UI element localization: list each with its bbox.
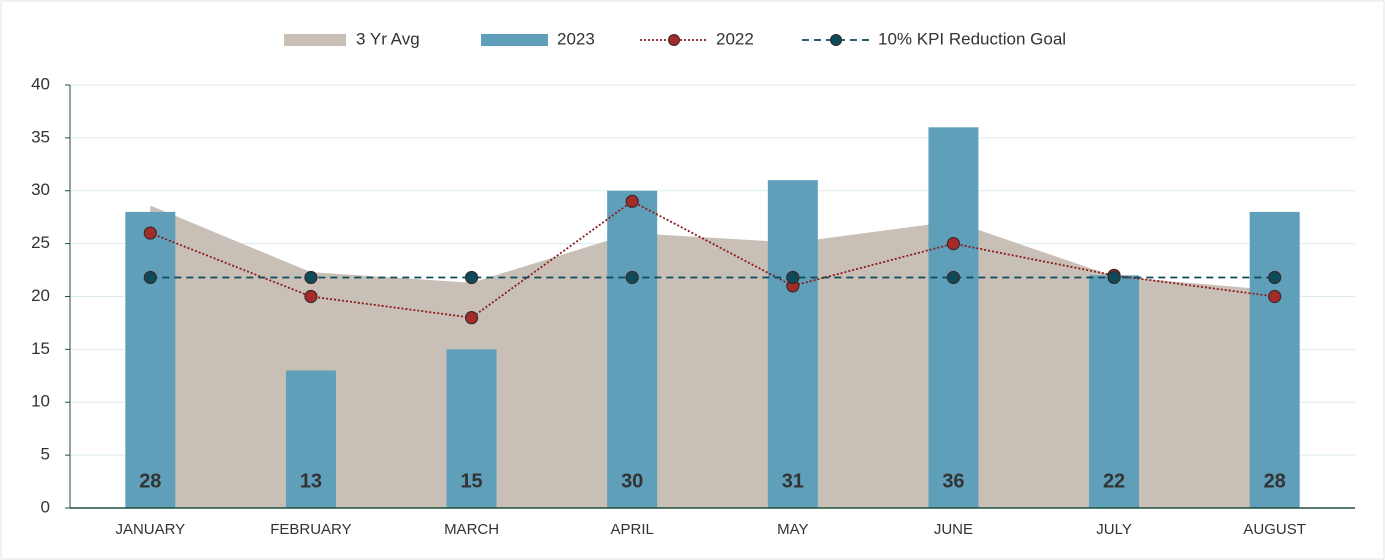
legend-marker bbox=[668, 34, 680, 46]
y-tick-label: 0 bbox=[41, 497, 50, 516]
legend-marker bbox=[830, 34, 842, 46]
legend-label: 10% KPI Reduction Goal bbox=[878, 29, 1066, 48]
legend-swatch bbox=[284, 34, 346, 46]
marker bbox=[946, 270, 961, 285]
y-tick-label: 5 bbox=[41, 445, 50, 464]
y-tick-label: 25 bbox=[31, 233, 50, 252]
y-tick-label: 10 bbox=[31, 392, 50, 411]
y-tick-label: 40 bbox=[31, 74, 50, 93]
data-label: 28 bbox=[139, 470, 161, 492]
data-label: 22 bbox=[1103, 470, 1125, 492]
area bbox=[150, 205, 1275, 508]
marker bbox=[625, 270, 639, 285]
marker bbox=[464, 311, 479, 325]
marker bbox=[625, 194, 639, 208]
bar bbox=[607, 190, 658, 508]
y-tick-label: 20 bbox=[31, 286, 50, 305]
y-tick-label: 15 bbox=[31, 339, 50, 358]
x-tick-label: FEBRUARY bbox=[270, 521, 351, 538]
bar bbox=[928, 127, 979, 509]
legend-label: 2022 bbox=[716, 29, 754, 48]
x-tick-label: APRIL bbox=[611, 521, 654, 538]
bar bbox=[1249, 211, 1300, 508]
bar bbox=[767, 180, 818, 509]
legend-label: 2023 bbox=[557, 29, 595, 48]
legend-swatch bbox=[481, 34, 548, 46]
x-tick-label: MAY bbox=[777, 521, 808, 538]
marker bbox=[1268, 270, 1282, 285]
marker bbox=[464, 270, 479, 285]
marker bbox=[1268, 289, 1282, 304]
bar bbox=[125, 211, 176, 508]
data-label: 36 bbox=[942, 470, 964, 492]
marker bbox=[143, 226, 157, 240]
line bbox=[149, 200, 1275, 319]
bar bbox=[1089, 275, 1140, 508]
legend-label: 3 Yr Avg bbox=[356, 29, 420, 48]
marker bbox=[946, 237, 961, 251]
x-tick-label: JULY bbox=[1096, 521, 1132, 538]
x-tick-label: MARCH bbox=[444, 521, 499, 538]
marker bbox=[304, 270, 318, 285]
marker bbox=[143, 270, 157, 285]
x-tick-label: JUNE bbox=[934, 521, 973, 538]
y-tick-label: 30 bbox=[31, 180, 50, 199]
bar bbox=[285, 370, 336, 508]
data-label: 31 bbox=[782, 470, 804, 492]
marker bbox=[1107, 270, 1121, 285]
data-label: 30 bbox=[621, 470, 643, 492]
bar bbox=[446, 349, 497, 508]
x-tick-label: AUGUST bbox=[1243, 521, 1306, 538]
x-tick-label: JANUARY bbox=[115, 521, 185, 538]
marker bbox=[786, 270, 800, 285]
marker bbox=[304, 289, 318, 304]
data-label: 15 bbox=[460, 470, 482, 492]
data-label: 13 bbox=[300, 470, 322, 492]
data-label: 28 bbox=[1264, 470, 1286, 492]
y-tick-label: 35 bbox=[31, 127, 50, 146]
